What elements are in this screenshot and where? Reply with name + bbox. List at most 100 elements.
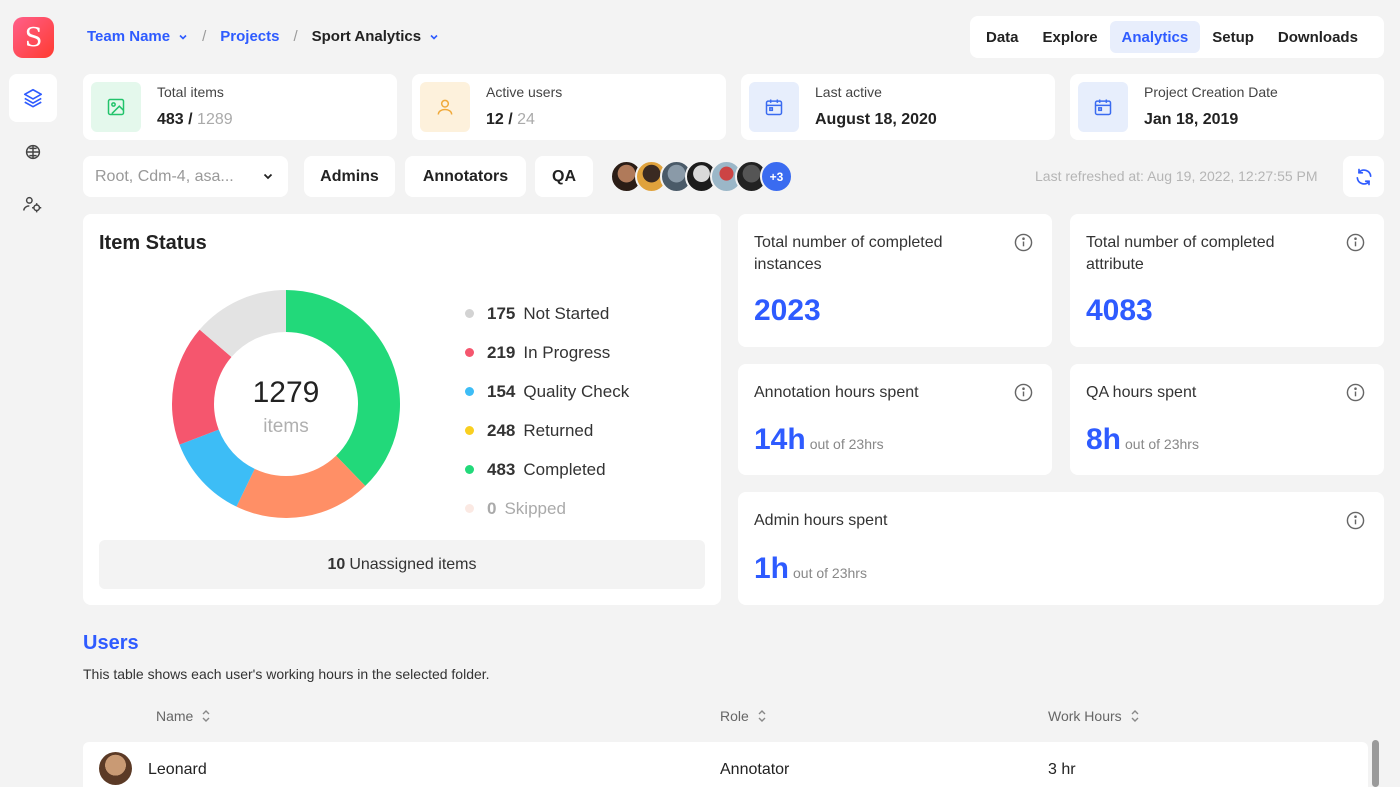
folder-select[interactable]: Root, Cdm-4, asa... — [83, 156, 288, 197]
stat-label: Active users — [486, 84, 563, 100]
legend-completed: 483 Completed — [465, 450, 629, 489]
app-logo[interactable]: S — [13, 17, 54, 58]
stat-label: Project Creation Date — [1144, 84, 1278, 100]
chevron-down-icon — [263, 173, 273, 180]
breadcrumb-projects[interactable]: Projects — [220, 28, 280, 45]
chevron-down-icon[interactable] — [429, 32, 439, 42]
info-icon[interactable] — [1014, 233, 1033, 252]
donut-total: 1279 — [252, 376, 320, 409]
tab-data[interactable]: Data — [986, 28, 1019, 46]
metric-completed-attribute: Total number of completed attribute 4083 — [1070, 214, 1384, 347]
calendar-icon — [749, 82, 799, 132]
item-status-card: Item Status 1279 items 175 Not Started 21… — [83, 214, 721, 605]
sort-icon — [202, 710, 210, 722]
metric-label: Annotation hours spent — [754, 384, 919, 401]
layers-icon — [23, 88, 43, 108]
donut-slice-not-started[interactable] — [199, 290, 286, 358]
sort-icon — [758, 710, 766, 722]
metric-value: 4083 — [1086, 294, 1153, 327]
legend-not-started: 175 Not Started — [465, 294, 629, 333]
donut-slice-returned[interactable] — [236, 455, 366, 518]
tab-downloads[interactable]: Downloads — [1277, 28, 1358, 46]
scrollbar[interactable] — [1372, 740, 1379, 787]
stat-total-items: Total items 483 / 1289 — [83, 74, 397, 140]
donut-unit: items — [263, 416, 309, 437]
donut-slice-quality-check[interactable] — [179, 429, 255, 507]
user-icon — [420, 82, 470, 132]
info-icon[interactable] — [1014, 383, 1033, 402]
stat-creation-date: Project Creation Date Jan 18, 2019 — [1070, 74, 1384, 140]
column-header-name[interactable]: Name — [156, 708, 211, 724]
donut-slice-completed[interactable] — [286, 290, 400, 486]
logo-letter: S — [24, 22, 43, 53]
metric-qa-hours: QA hours spent 8h out of 23hrs — [1070, 364, 1384, 475]
metric-label: Total number of completed attribute — [1086, 234, 1275, 273]
metric-value: 2023 — [754, 294, 821, 327]
stat-value: 483 / 1289 — [157, 111, 233, 128]
stat-label: Last active — [815, 84, 882, 100]
breadcrumb-current[interactable]: Sport Analytics — [311, 28, 422, 45]
chevron-down-icon[interactable] — [178, 32, 188, 42]
metric-admin-hours: Admin hours spent 1h out of 23hrs — [738, 492, 1384, 605]
top-navigation: Data Explore Analytics Setup Downloads — [970, 16, 1384, 58]
user-avatars[interactable]: +3 — [610, 160, 793, 193]
column-header-role[interactable]: Role — [720, 708, 767, 724]
folder-select-value: Root, Cdm-4, asa... — [95, 167, 234, 185]
legend-dot — [465, 504, 474, 513]
legend-quality-check: 154 Quality Check — [465, 372, 629, 411]
info-icon[interactable] — [1346, 383, 1365, 402]
user-name: Leonard — [148, 761, 207, 778]
info-icon[interactable] — [1346, 511, 1365, 530]
unassigned-label: Unassigned items — [349, 555, 477, 573]
stat-value: Jan 18, 2019 — [1144, 111, 1239, 128]
last-refreshed-text: Last refreshed at: Aug 19, 2022, 12:27:5… — [1035, 168, 1318, 184]
legend-dot — [465, 426, 474, 435]
info-icon[interactable] — [1346, 233, 1365, 252]
filter-annotators-button[interactable]: Annotators — [405, 156, 526, 197]
tab-explore[interactable]: Explore — [1042, 28, 1098, 46]
more-avatars-badge[interactable]: +3 — [760, 160, 793, 193]
item-status-donut-chart — [172, 290, 400, 518]
tab-analytics[interactable]: Analytics — [1109, 21, 1201, 53]
sidebar-team-settings-button[interactable] — [9, 181, 57, 229]
refresh-icon — [1356, 168, 1371, 185]
sidebar-layers-button[interactable] — [9, 74, 57, 122]
stat-label: Total items — [157, 84, 224, 100]
metric-label: QA hours spent — [1086, 384, 1197, 401]
metric-value: 8h out of 23hrs — [1086, 423, 1199, 456]
sidebar-ai-button[interactable] — [9, 128, 57, 176]
unassigned-items-button[interactable]: 10 Unassigned items — [99, 540, 705, 589]
breadcrumb-team[interactable]: Team Name — [87, 28, 171, 45]
metric-completed-instances: Total number of completed instances 2023 — [738, 214, 1052, 347]
breadcrumb-separator: / — [293, 28, 298, 45]
stat-active-users: Active users 12 / 24 — [412, 74, 726, 140]
filter-admins-button[interactable]: Admins — [304, 156, 395, 197]
tab-setup[interactable]: Setup — [1212, 28, 1254, 46]
legend-dot — [465, 309, 474, 318]
legend-skipped: 0 Skipped — [465, 489, 629, 528]
refresh-button[interactable] — [1343, 156, 1384, 197]
column-header-work-hours[interactable]: Work Hours — [1048, 708, 1140, 724]
stat-value: 12 / 24 — [486, 111, 535, 128]
legend-dot — [465, 387, 474, 396]
breadcrumb-separator: / — [202, 28, 207, 45]
table-row[interactable]: Leonard Annotator 3 hr — [83, 742, 1368, 787]
donut-slice-in-progress[interactable] — [172, 329, 232, 445]
users-gear-icon — [23, 196, 42, 213]
unassigned-count: 10 — [327, 555, 346, 573]
metric-annotation-hours: Annotation hours spent 14h out of 23hrs — [738, 364, 1052, 475]
legend-dot — [465, 348, 474, 357]
metric-value: 1h out of 23hrs — [754, 552, 867, 585]
metric-label: Admin hours spent — [754, 512, 888, 529]
image-icon — [91, 82, 141, 132]
legend-returned: 248 Returned — [465, 411, 629, 450]
avatar — [99, 752, 132, 785]
users-title: Users — [83, 632, 139, 654]
legend-in-progress: 219 In Progress — [465, 333, 629, 372]
legend-dot — [465, 465, 474, 474]
filter-qa-button[interactable]: QA — [535, 156, 593, 197]
metric-value: 14h out of 23hrs — [754, 423, 884, 456]
metric-label: Total number of completed instances — [754, 234, 943, 273]
user-hours: 3 hr — [1048, 761, 1076, 778]
users-description: This table shows each user's working hou… — [83, 666, 490, 682]
